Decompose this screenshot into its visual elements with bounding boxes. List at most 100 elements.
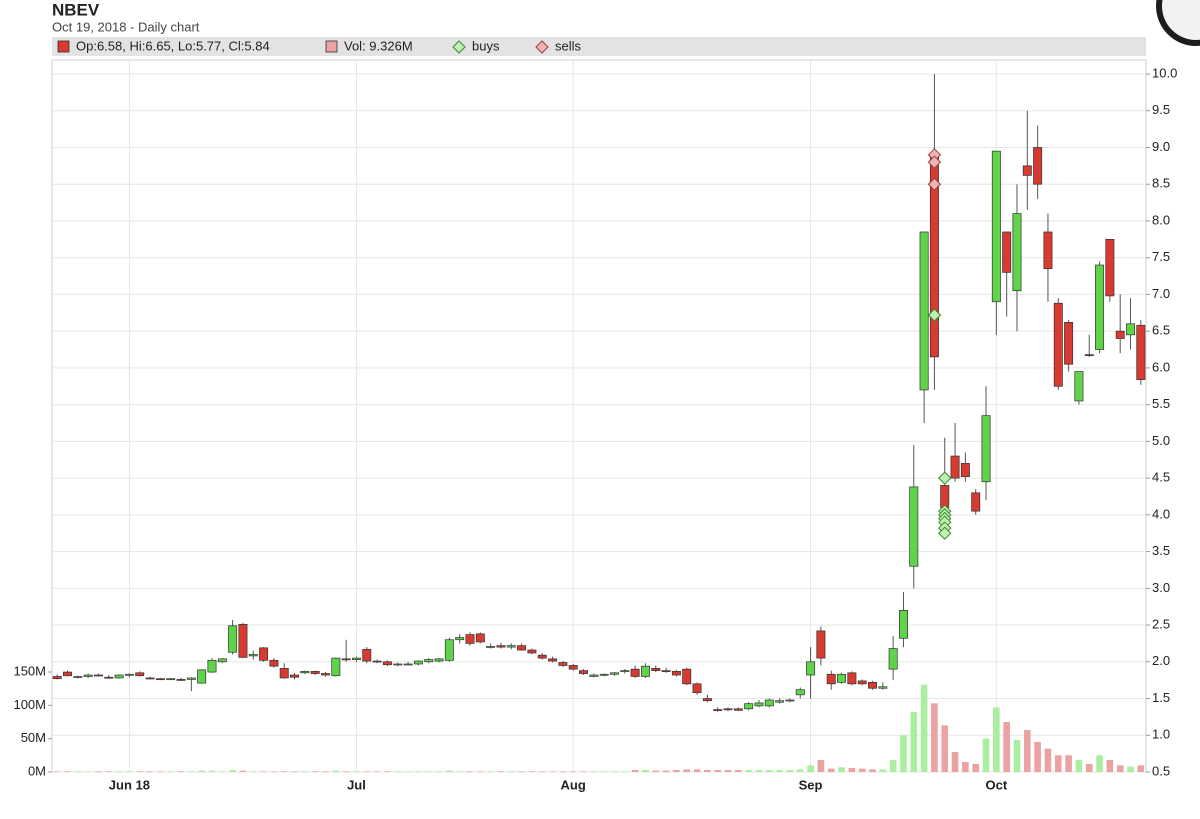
volume-bar <box>507 771 515 772</box>
candle-body <box>702 698 712 702</box>
volume-bar <box>229 770 236 772</box>
candle-body <box>610 672 619 675</box>
candle-body <box>764 699 774 707</box>
x-tick-label: Oct <box>986 777 1008 792</box>
candle-body <box>950 455 960 479</box>
legend-bar <box>52 37 1146 56</box>
volume-bar <box>900 735 907 772</box>
volume-bar <box>167 771 174 772</box>
legend-buys[interactable]: buys <box>472 38 500 53</box>
volume-bar <box>260 771 267 772</box>
y-tick-label: 6.0 <box>1152 359 1170 374</box>
volume-bar <box>301 771 309 772</box>
candle-body <box>857 680 867 685</box>
legend-candle-icon <box>57 40 70 53</box>
volume-bar <box>353 771 360 772</box>
volume-bar <box>95 771 102 772</box>
volume-bar <box>673 770 680 772</box>
volume-bar <box>1003 722 1010 772</box>
candle-body <box>424 659 434 663</box>
y-tick-label: 0.5 <box>1152 763 1170 778</box>
candle-body <box>837 673 847 683</box>
volume-bar <box>198 770 205 772</box>
y-tick-label: 9.5 <box>1152 102 1170 117</box>
candle-body <box>228 625 238 653</box>
volume-bar <box>384 771 391 772</box>
candle-body <box>506 645 516 648</box>
candle-body <box>197 669 207 684</box>
candle-body <box>589 674 599 677</box>
volume-bar <box>993 707 1000 772</box>
volume-bar <box>889 760 897 772</box>
volume-bar <box>1096 755 1103 772</box>
volume-bar <box>332 770 340 772</box>
candle-body <box>259 647 269 661</box>
legend-sells-icon <box>535 40 549 54</box>
candle-body <box>630 668 640 677</box>
candle-body <box>217 658 227 663</box>
volume-bar <box>456 771 463 772</box>
candle-body <box>991 150 1001 303</box>
y-tick-label: 3.0 <box>1152 580 1170 595</box>
candle-body <box>795 689 805 696</box>
candle-body <box>878 686 888 689</box>
y-tick-label: 8.5 <box>1152 176 1170 191</box>
volume-bar <box>105 771 113 772</box>
volume-bar <box>518 771 525 772</box>
volume-bar <box>910 712 918 772</box>
candle-body <box>692 683 702 693</box>
volume-bar <box>580 771 587 772</box>
volume-bar <box>1024 730 1031 772</box>
candle-body <box>981 415 991 483</box>
legend-volume-icon <box>325 40 338 53</box>
sells-marker <box>927 177 942 191</box>
volume-bar <box>559 771 567 772</box>
x-tick-label: Sep <box>799 777 823 792</box>
candle-body <box>599 673 609 676</box>
volume-bar <box>931 703 938 772</box>
candle-body <box>496 645 506 648</box>
volume-bar <box>1116 765 1124 772</box>
candle-body <box>671 670 681 676</box>
volume-bar <box>869 769 876 772</box>
volume-bar <box>415 771 422 772</box>
candle-body <box>558 662 568 666</box>
volume-bar <box>693 769 701 772</box>
candle-body <box>527 649 537 654</box>
candle-body <box>1074 371 1084 402</box>
candle-body <box>83 674 93 677</box>
candle-body <box>331 657 341 677</box>
volume-bar <box>1034 742 1041 772</box>
candle-body <box>475 633 485 643</box>
candle-body <box>723 708 733 711</box>
candle-body <box>135 672 145 677</box>
candle-body <box>909 486 919 567</box>
candle-body <box>393 663 403 666</box>
volume-bar <box>363 771 371 772</box>
volume-bar <box>466 771 474 772</box>
volume-bar <box>538 771 546 772</box>
volume-bar <box>735 770 742 772</box>
volume-bar <box>951 752 959 772</box>
volume-bar <box>1075 760 1083 772</box>
candle-body <box>919 231 929 391</box>
sells-marker <box>927 155 942 169</box>
y-tick-label: 8.0 <box>1152 212 1170 227</box>
volume-bar <box>394 771 402 772</box>
volume-bar <box>270 771 278 772</box>
candle-body <box>382 661 392 666</box>
volume-bar <box>827 768 835 772</box>
volume-bar <box>631 770 639 772</box>
y2-tick-label: 0M <box>28 763 46 778</box>
volume-bar <box>704 770 711 772</box>
volume-bar <box>652 770 660 772</box>
candle-body <box>960 463 970 477</box>
y-tick-label: 4.0 <box>1152 506 1170 521</box>
candle-body <box>403 663 413 666</box>
volume-bar <box>765 770 773 772</box>
x-tick-label: Jun 18 <box>109 777 150 792</box>
candle-body <box>651 668 661 671</box>
volume-bar <box>972 764 980 772</box>
volume-bar <box>404 771 412 772</box>
legend-sells[interactable]: sells <box>555 38 582 53</box>
